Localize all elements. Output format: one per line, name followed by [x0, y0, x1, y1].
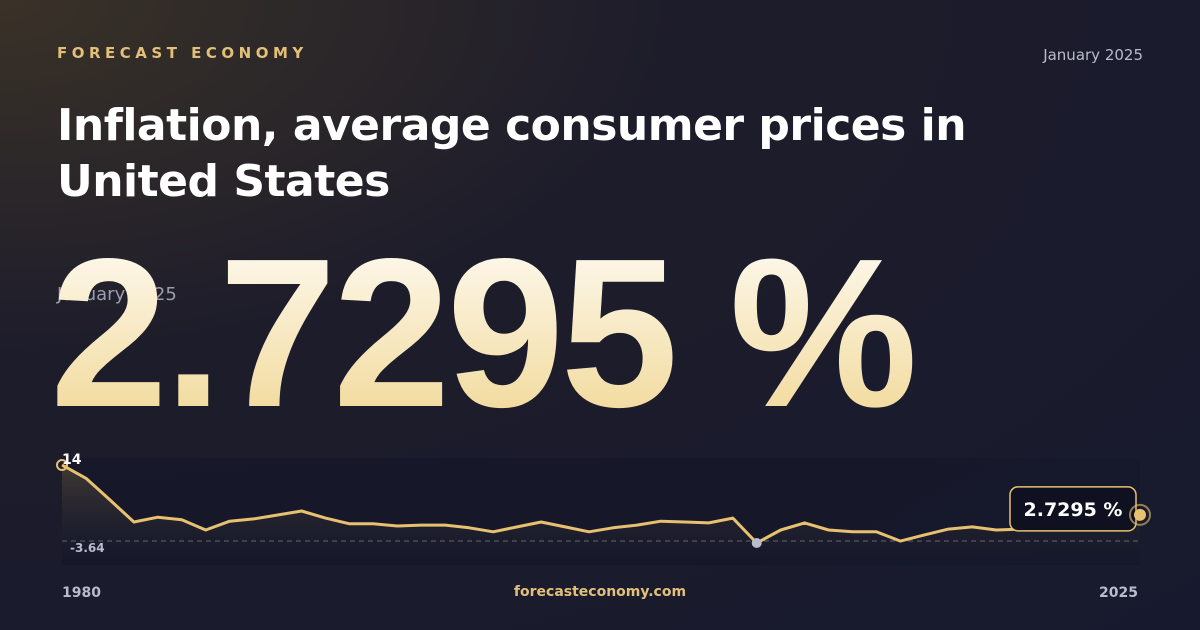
max-label: 14 [62, 452, 82, 468]
max-dot [56, 459, 68, 471]
min-dot [751, 538, 762, 548]
x-start-label: 1980 [62, 585, 101, 601]
line [61, 463, 1141, 545]
line-area [62, 465, 1140, 565]
callout-box [1009, 486, 1137, 532]
site-url: forecasteconomy.com [513, 584, 687, 600]
callout-label: 2.7295 % [1024, 499, 1123, 521]
value-date: January 2025 [57, 284, 177, 305]
x-end-label: 2025 [1099, 585, 1138, 601]
title: Inflation, average consumer prices in Un… [57, 100, 967, 207]
last-halo [1129, 503, 1151, 526]
headline-value: 2.7295 % [50, 214, 918, 451]
brand: FORECAST ECONOMY [57, 44, 308, 62]
last-dot [1134, 508, 1146, 521]
date: January 2025 [1043, 46, 1143, 64]
min-label: -3.64 [70, 541, 105, 555]
